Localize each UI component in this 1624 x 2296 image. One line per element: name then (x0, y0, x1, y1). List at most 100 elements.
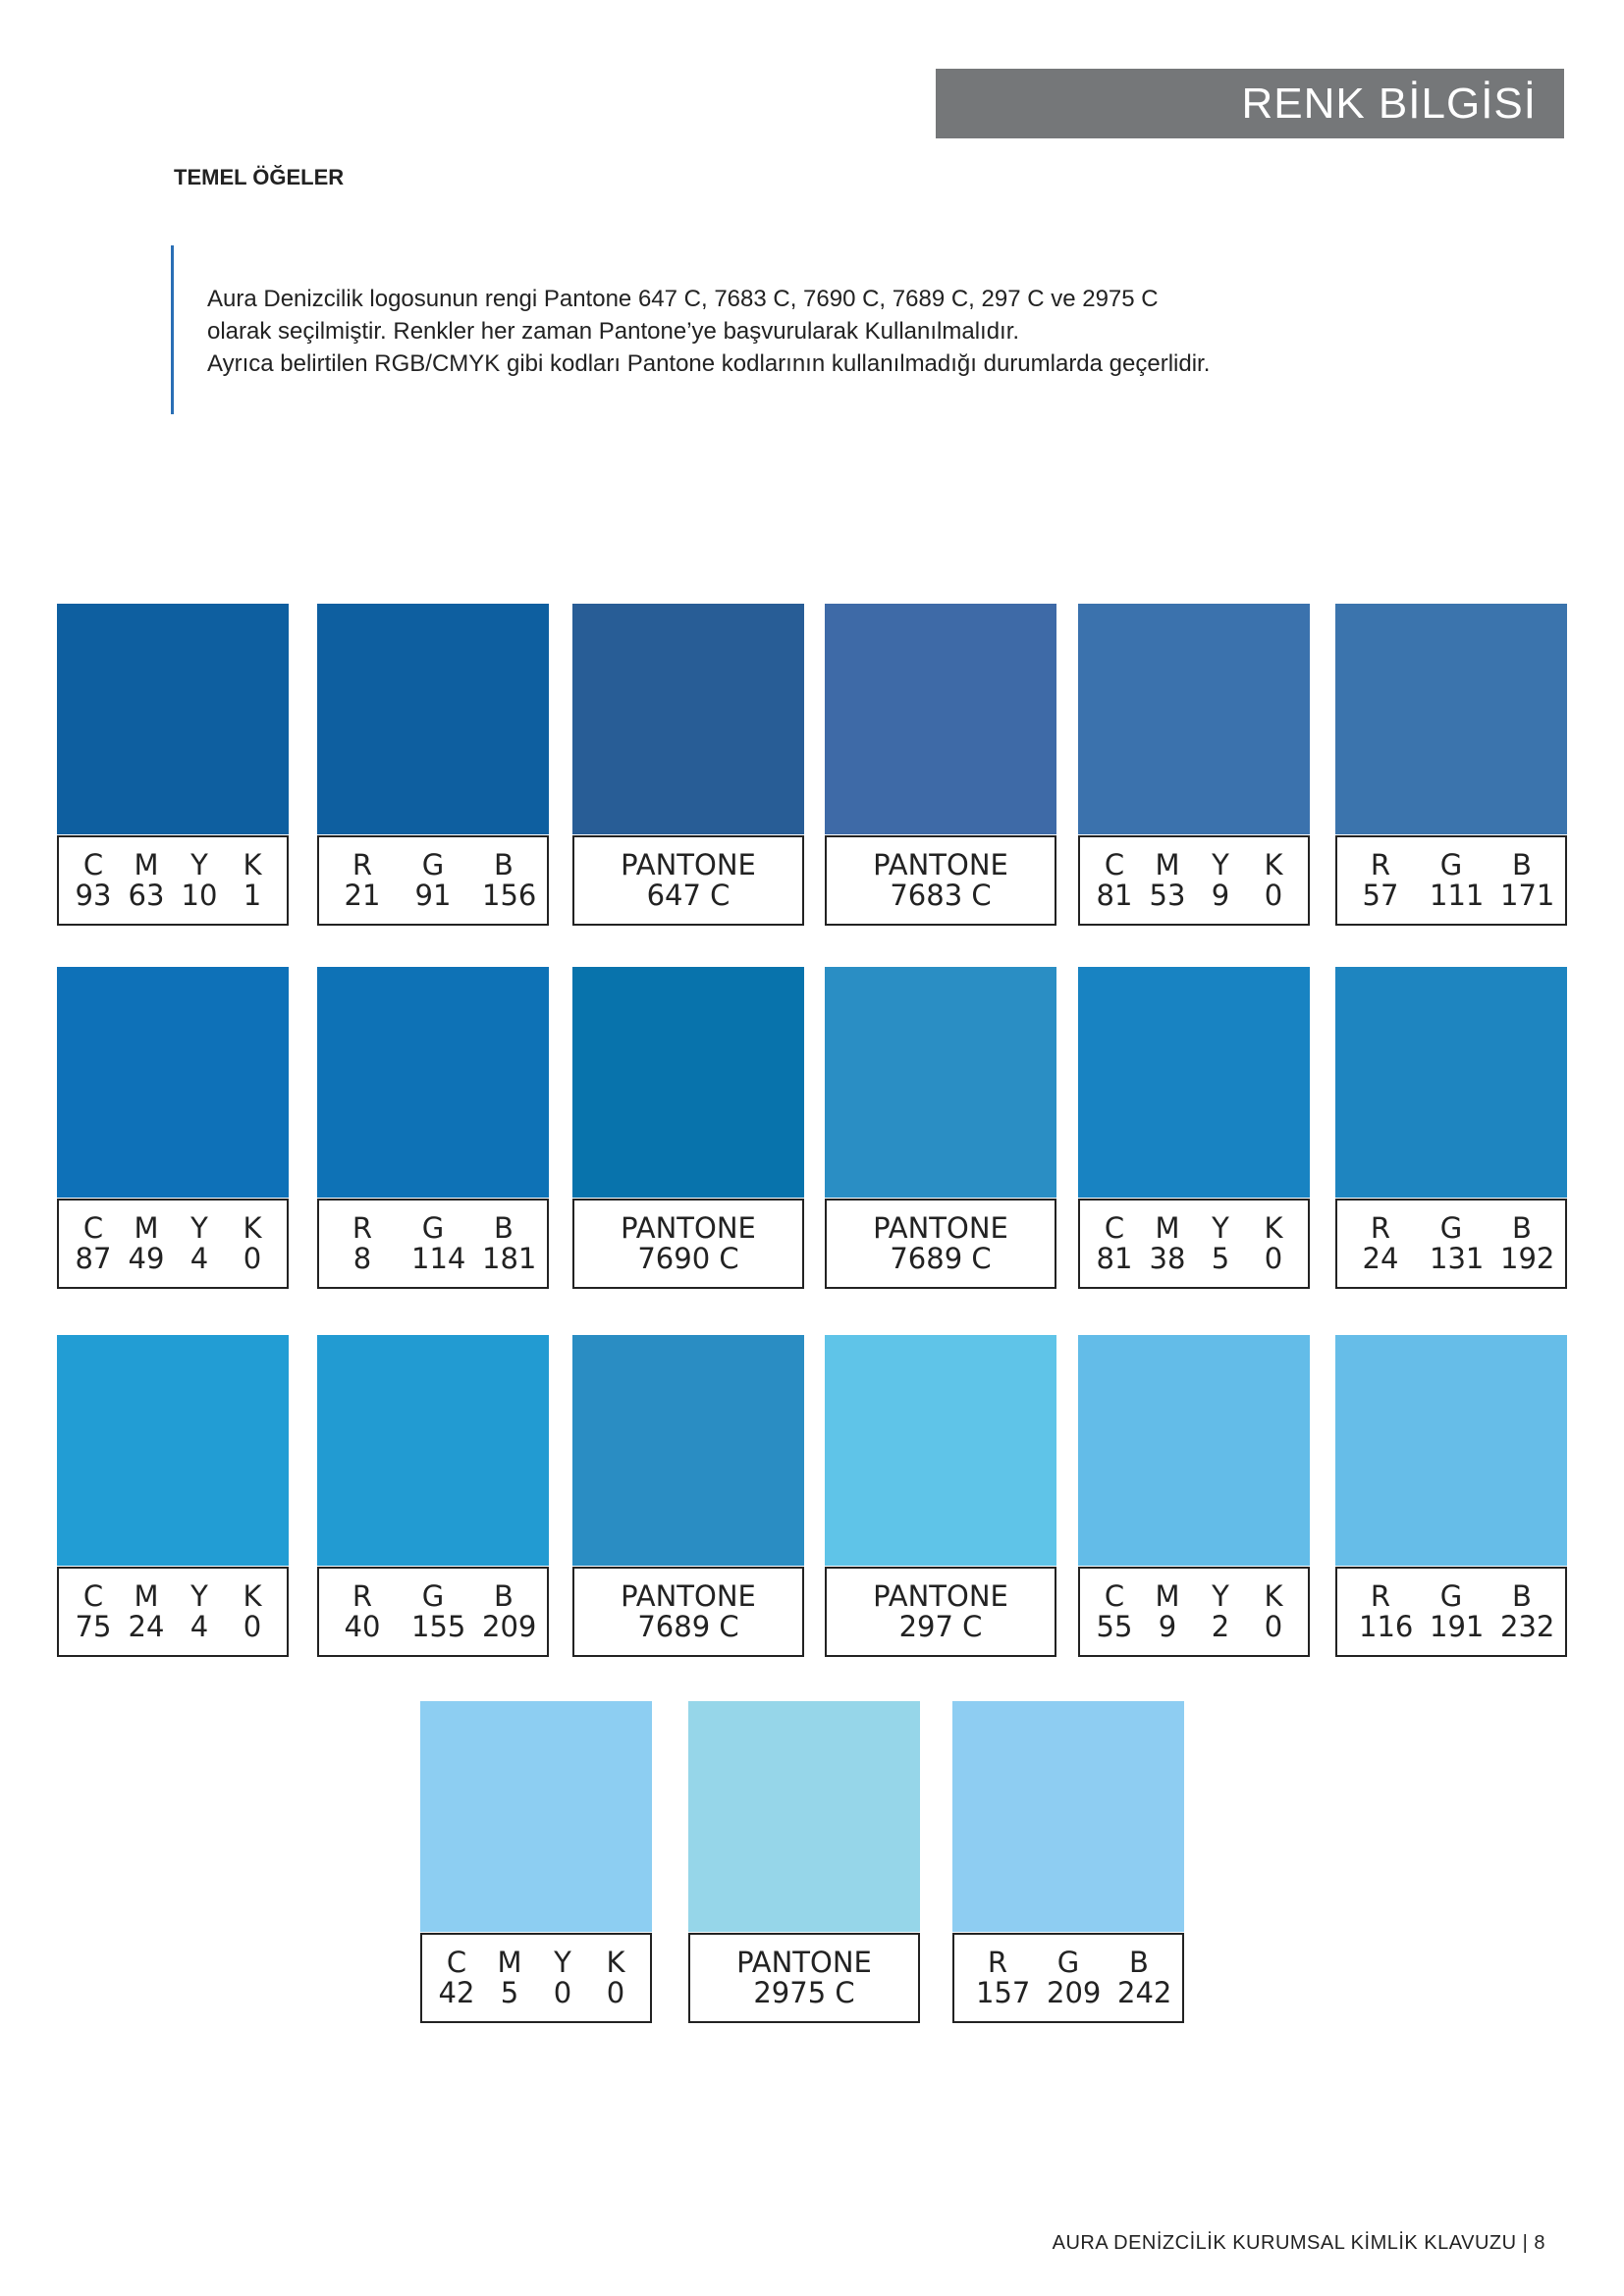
channel-header: G (421, 848, 445, 881)
channel-value: 155 (411, 1610, 466, 1643)
swatch-color-block (825, 1335, 1056, 1566)
swatch-color-block (952, 1701, 1184, 1932)
channel-value-row: 93 63 10 1 (59, 881, 287, 911)
channel-value: 87 (75, 1242, 112, 1275)
channel-value: 111 (1430, 879, 1485, 912)
channel-header: R (1370, 1579, 1391, 1613)
channel-value: 57 (1362, 879, 1399, 912)
swatch-code-label: R G B 21 91 156 (317, 835, 549, 926)
channel-header: R (352, 1211, 373, 1245)
color-swatch: C M Y K 81 38 5 0 (1078, 967, 1310, 1289)
swatch-color-block (57, 604, 289, 834)
channel-value: 0 (1264, 1242, 1283, 1275)
channel-value: 0 (243, 1242, 262, 1275)
page-title: RENK BİLGİSİ (1241, 79, 1537, 128)
color-swatch: PANTONE 7689 C (825, 967, 1056, 1289)
channel-header: C (82, 1579, 104, 1613)
color-swatch: C M Y K 93 63 10 1 (57, 604, 289, 926)
swatch-code-label: C M Y K 42 5 0 0 (420, 1933, 652, 2023)
section-title: TEMEL ÖĞELER (174, 165, 345, 189)
channel-header: G (1056, 1946, 1080, 1979)
channel-header: G (1439, 1579, 1463, 1613)
channel-value: 5 (1211, 1242, 1230, 1275)
swatch-color-block (825, 604, 1056, 834)
channel-header: B (1512, 848, 1532, 881)
channel-value: 93 (75, 879, 112, 912)
color-swatch: R G B 116 191 232 (1335, 1335, 1567, 1657)
channel-value: 10 (181, 879, 218, 912)
channel-value: 91 (414, 879, 452, 912)
channel-value-row: 75 24 4 0 (59, 1612, 287, 1642)
swatch-color-block (1335, 604, 1567, 834)
swatch-code-label: R G B 57 111 171 (1335, 835, 1567, 926)
channel-header: M (134, 1579, 159, 1613)
pantone-code: 2975 C (753, 1976, 855, 2009)
swatch-code-label: R G B 24 131 192 (1335, 1199, 1567, 1289)
channel-value: 81 (1096, 879, 1133, 912)
channel-header: G (1439, 848, 1463, 881)
channel-header: C (82, 1211, 104, 1245)
pantone-label: PANTONE (621, 1211, 756, 1245)
channel-header: K (1264, 1211, 1283, 1245)
intro-line: Aura Denizcilik logosunun rengi Pantone … (207, 286, 1159, 312)
channel-header: R (1370, 1211, 1391, 1245)
channel-value: 0 (606, 1976, 625, 2009)
channel-header: B (1512, 1579, 1532, 1613)
channel-value-row: 157 209 242 (954, 1978, 1182, 2008)
swatch-code-label: R G B 157 209 242 (952, 1933, 1184, 2023)
channel-header: Y (190, 1579, 208, 1613)
swatch-color-block (317, 604, 549, 834)
swatch-code-label: PANTONE 7690 C (572, 1199, 804, 1289)
pantone-code: 297 C (898, 1610, 983, 1643)
channel-value: 1 (243, 879, 262, 912)
channel-header: R (987, 1946, 1008, 1979)
channel-value: 9 (1158, 1610, 1177, 1643)
channel-value: 8 (352, 1242, 372, 1275)
swatch-color-block (317, 1335, 549, 1566)
channel-value: 9 (1211, 879, 1230, 912)
channel-header: R (352, 1579, 373, 1613)
swatch-color-block (1078, 967, 1310, 1198)
swatch-code-label: PANTONE 7689 C (825, 1199, 1056, 1289)
channel-header: Y (190, 848, 208, 881)
pantone-code: 7689 C (890, 1242, 992, 1275)
channel-header: M (1155, 1579, 1180, 1613)
channel-value-row: 24 131 192 (1337, 1244, 1565, 1274)
channel-value: 42 (438, 1976, 475, 2009)
color-swatch: R G B 157 209 242 (952, 1701, 1184, 2023)
channel-value: 209 (1047, 1976, 1102, 2009)
pantone-label: PANTONE (873, 1579, 1008, 1613)
intro-line: olarak seçilmiştir. Renkler her zaman Pa… (207, 318, 1020, 345)
channel-value-row: 55 9 2 0 (1080, 1612, 1308, 1642)
color-swatch: PANTONE 7683 C (825, 604, 1056, 926)
channel-header: B (494, 1579, 514, 1613)
channel-header: B (1129, 1946, 1149, 1979)
channel-value: 21 (344, 879, 381, 912)
swatch-code-label: C M Y K 81 53 9 0 (1078, 835, 1310, 926)
channel-value: 24 (1362, 1242, 1399, 1275)
channel-value: 55 (1096, 1610, 1133, 1643)
channel-value-row: 21 91 156 (319, 881, 547, 911)
channel-value: 40 (344, 1610, 381, 1643)
pantone-code: 7683 C (890, 879, 992, 912)
swatch-code-label: PANTONE 297 C (825, 1567, 1056, 1657)
channel-value: 181 (482, 1242, 537, 1275)
color-swatch: C M Y K 87 49 4 0 (57, 967, 289, 1289)
channel-value-row: 40 155 209 (319, 1612, 547, 1642)
channel-value-row: 116 191 232 (1337, 1612, 1565, 1642)
channel-value: 191 (1430, 1610, 1485, 1643)
channel-value-row: 81 38 5 0 (1080, 1244, 1308, 1274)
channel-header: K (1264, 1579, 1283, 1613)
swatch-code-label: R G B 40 155 209 (317, 1567, 549, 1657)
channel-header: C (446, 1946, 467, 1979)
intro-paragraph: Aura Denizcilik logosunun rengi Pantone … (207, 283, 1210, 380)
swatch-color-block (825, 967, 1056, 1198)
channel-header: B (1512, 1211, 1532, 1245)
